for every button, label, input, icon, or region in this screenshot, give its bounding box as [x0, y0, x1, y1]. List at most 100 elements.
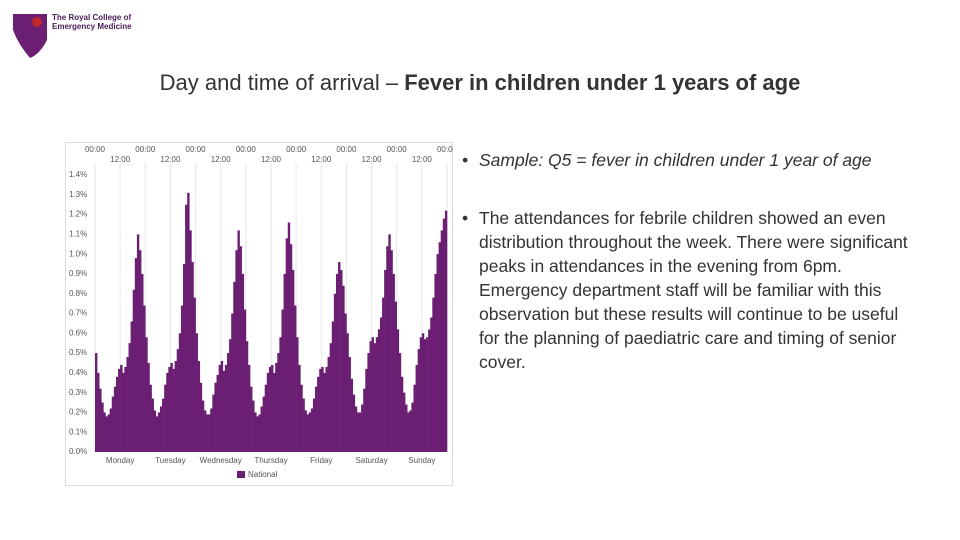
bar: [384, 269, 387, 452]
bar: [344, 313, 347, 452]
bar: [155, 416, 159, 452]
bar: [317, 376, 320, 452]
bar: [310, 408, 314, 452]
y-tick-label: 1.1%: [69, 229, 87, 238]
bar: [231, 313, 234, 452]
y-tick-label: 0.3%: [69, 388, 87, 397]
bar: [191, 262, 194, 452]
bar: [99, 388, 102, 452]
bar: [245, 341, 249, 452]
bar: [132, 289, 136, 452]
x-tick-label: 12:00: [311, 155, 332, 164]
bar: [247, 364, 251, 452]
bar: [413, 384, 416, 452]
bar: [101, 402, 104, 452]
bar: [256, 416, 259, 452]
bar: [180, 305, 184, 452]
bar: [105, 416, 108, 452]
bar: [229, 339, 232, 452]
bar: [252, 400, 255, 452]
day-label: Wednesday: [200, 456, 242, 465]
bar: [417, 349, 421, 452]
bar: [233, 281, 236, 452]
x-tick-label: 00:00: [135, 145, 156, 154]
bar: [296, 337, 299, 452]
bar: [203, 410, 207, 452]
bar: [201, 400, 205, 452]
x-tick-label: 00:00: [336, 145, 357, 154]
x-tick-label: 00:00: [286, 145, 307, 154]
bar: [281, 309, 284, 452]
bar: [348, 357, 351, 452]
day-label: Monday: [106, 456, 134, 465]
bar: [130, 321, 134, 452]
x-tick-label: 12:00: [110, 155, 131, 164]
bar: [164, 384, 167, 452]
bar: [436, 254, 439, 452]
bar: [430, 317, 433, 452]
bar: [329, 343, 333, 452]
x-tick-label: 12:00: [362, 155, 383, 164]
bar: [308, 412, 312, 452]
bar: [235, 250, 238, 452]
bullet: The attendances for febrile children sho…: [462, 206, 914, 374]
bar: [291, 269, 295, 452]
bar: [434, 273, 437, 452]
bar: [170, 362, 173, 452]
bar: [103, 412, 106, 452]
bar: [346, 333, 349, 452]
x-tick-label: 12:00: [261, 155, 282, 164]
bar: [386, 246, 389, 452]
bar: [222, 370, 226, 452]
bar: [335, 273, 339, 452]
bar: [340, 269, 343, 452]
bar: [287, 222, 291, 452]
bar: [350, 378, 354, 452]
bar: [128, 343, 131, 452]
bar: [124, 366, 127, 452]
bar: [390, 250, 393, 452]
bar: [302, 398, 305, 452]
bar: [143, 305, 146, 452]
legend-swatch: [237, 471, 245, 478]
bar: [304, 410, 307, 452]
bar: [139, 250, 142, 452]
bar: [157, 412, 161, 452]
bar: [113, 386, 117, 452]
bar: [319, 368, 322, 452]
bar: [388, 234, 391, 452]
bar: [166, 372, 169, 452]
bar: [97, 372, 100, 452]
chart: 00:00 12:00 00:00 12:00 00:00 12:00 00:00 12:00…: [65, 142, 453, 486]
bar: [289, 244, 293, 452]
bar: [325, 366, 328, 452]
y-tick-label: 1.0%: [69, 249, 87, 258]
bar: [187, 192, 190, 453]
bar: [208, 414, 211, 452]
y-tick-label: 0.7%: [69, 309, 87, 318]
bar: [419, 337, 423, 452]
bar: [415, 364, 418, 452]
y-tick-label: 0.0%: [69, 447, 87, 456]
bar: [260, 406, 263, 452]
x-tick-label: 00:00: [85, 145, 106, 154]
day-label: Friday: [310, 456, 332, 465]
bar: [195, 333, 198, 452]
y-tick-label: 0.2%: [69, 408, 87, 417]
bar: [189, 230, 192, 452]
bar: [239, 246, 242, 452]
bar: [342, 285, 345, 452]
bar: [241, 273, 245, 452]
bar: [333, 293, 337, 452]
y-tick-label: 0.9%: [69, 269, 87, 278]
day-label: Sunday: [408, 456, 435, 465]
bar: [168, 366, 171, 452]
x-tick-label: 12:00: [160, 155, 181, 164]
bar: [298, 364, 301, 452]
bar: [262, 396, 266, 452]
bar: [275, 362, 278, 452]
bar: [216, 374, 219, 452]
bar: [392, 273, 395, 452]
bar: [277, 353, 280, 452]
bar: [405, 404, 408, 452]
